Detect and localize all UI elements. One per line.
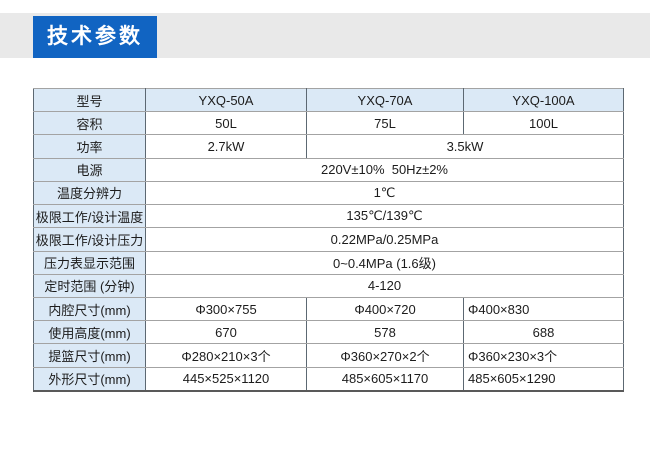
column-header-cell: YXQ-50A: [145, 87, 307, 113]
page-title: 技术参数: [33, 16, 157, 58]
row-label-cell: 定时范围 (分钟): [33, 273, 146, 298]
table-row: 功率 2.7kW 3.5kW: [33, 134, 624, 159]
table-row: 容积 50L 75L 100L: [33, 111, 624, 136]
value-cell: Φ400×720: [306, 296, 464, 322]
table-row: 使用高度(mm) 670 578 688: [33, 320, 624, 345]
table-row: 极限工作/设计压力 0.22MPa/0.25MPa: [33, 227, 624, 252]
row-label-cell: 温度分辨力: [33, 180, 146, 206]
value-cell: 445×525×1120: [145, 366, 307, 392]
value-cell: 578: [306, 320, 464, 345]
row-label-cell: 使用高度(mm): [33, 320, 146, 345]
table-row: 压力表显示范围 0~0.4MPa (1.6级): [33, 250, 624, 275]
row-label-cell: 压力表显示范围: [33, 250, 146, 275]
table-row: 电源 220V±10% 50Hz±2%: [33, 157, 624, 182]
value-cell: 0~0.4MPa (1.6级): [145, 250, 624, 275]
value-cell: 485×605×1170: [306, 366, 464, 392]
column-header-cell: YXQ-100A: [463, 87, 624, 113]
row-label-cell: 极限工作/设计温度: [33, 204, 146, 229]
value-cell: 1℃: [145, 180, 624, 206]
row-label-header-cell: 型号: [33, 87, 146, 113]
value-cell: 485×605×1290: [463, 366, 624, 392]
value-cell: 4-120: [145, 273, 624, 298]
value-cell: 75L: [306, 111, 464, 136]
table-row: 提篮尺寸(mm) Φ280×210×3个 Φ360×270×2个 Φ360×230×3…: [33, 343, 624, 368]
spec-table: 型号 YXQ-50A YXQ-70A YXQ-100A 容积 50L 75L 100L 功率 2.…: [33, 87, 624, 392]
value-cell: 135℃/139℃: [145, 204, 624, 229]
header-row: 型号 YXQ-50A YXQ-70A YXQ-100A: [33, 87, 624, 113]
value-cell: 100L: [463, 111, 624, 136]
row-label-cell: 极限工作/设计压力: [33, 227, 146, 252]
row-label-cell: 功率: [33, 134, 146, 159]
value-cell: 3.5kW: [306, 134, 624, 159]
table-row: 内腔尺寸(mm) Φ300×755 Φ400×720 Φ400×830: [33, 296, 624, 322]
value-cell: 0.22MPa/0.25MPa: [145, 227, 624, 252]
row-label-cell: 内腔尺寸(mm): [33, 296, 146, 322]
value-cell: 670: [145, 320, 307, 345]
value-cell: Φ400×830: [463, 296, 624, 322]
table-row: 温度分辨力 1℃: [33, 180, 624, 206]
column-header-cell: YXQ-70A: [306, 87, 464, 113]
value-cell: 2.7kW: [145, 134, 307, 159]
value-cell: Φ300×755: [145, 296, 307, 322]
value-cell: Φ280×210×3个: [145, 343, 307, 368]
value-cell: 220V±10% 50Hz±2%: [145, 157, 624, 182]
table-row: 定时范围 (分钟) 4-120: [33, 273, 624, 298]
row-label-cell: 外形尺寸(mm): [33, 366, 146, 392]
value-cell: Φ360×270×2个: [306, 343, 464, 368]
row-label-cell: 提篮尺寸(mm): [33, 343, 146, 368]
row-label-cell: 电源: [33, 157, 146, 182]
table-row: 外形尺寸(mm) 445×525×1120 485×605×1170 485×605×…: [33, 366, 624, 392]
value-cell: Φ360×230×3个: [463, 343, 624, 368]
row-label-cell: 容积: [33, 111, 146, 136]
value-cell: 688: [463, 320, 624, 345]
spec-table-body: 型号 YXQ-50A YXQ-70A YXQ-100A 容积 50L 75L 100L 功率 2.…: [33, 87, 624, 392]
value-cell: 50L: [145, 111, 307, 136]
table-row: 极限工作/设计温度 135℃/139℃: [33, 204, 624, 229]
